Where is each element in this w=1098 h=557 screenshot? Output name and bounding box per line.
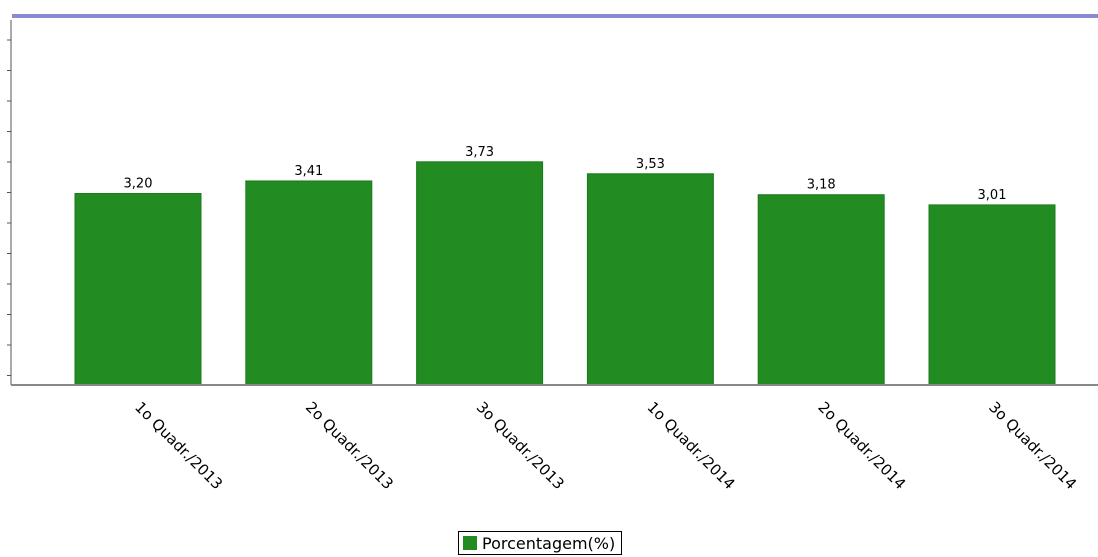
- x-tick-label: 1o Quadr./2013: [131, 398, 226, 493]
- x-tick-labels-group: 1o Quadr./2013 2o Quadr./2013 3o Quadr./20…: [131, 398, 1080, 493]
- bar: [245, 180, 373, 386]
- data-labels-group: 3,20 3,41 3,73 3,53 3,18 3,01: [124, 145, 1007, 203]
- data-label: 3,73: [465, 145, 494, 160]
- x-tick-label: 3o Quadr./2013: [473, 398, 568, 493]
- data-label: 3,18: [807, 178, 836, 193]
- x-tick-label: 1o Quadr./2014: [644, 398, 739, 493]
- bar: [74, 193, 202, 386]
- bar: [586, 173, 714, 386]
- data-label: 3,20: [124, 177, 153, 192]
- bars-group: [74, 161, 1056, 386]
- x-tick-label: 2o Quadr./2013: [302, 398, 397, 493]
- data-label: 3,53: [636, 157, 665, 172]
- x-tick-label: 3o Quadr./2014: [985, 398, 1080, 493]
- legend-swatch: [463, 536, 477, 550]
- data-label: 3,01: [978, 188, 1007, 203]
- data-label: 3,41: [294, 164, 323, 179]
- bar: [928, 204, 1056, 386]
- legend-label: Porcentagem(%): [482, 533, 616, 553]
- bar: [416, 161, 544, 386]
- y-axis-ticks: [7, 39, 11, 376]
- x-tick-label: 2o Quadr./2014: [814, 398, 909, 493]
- bar: [757, 194, 885, 386]
- legend: Porcentagem(%): [458, 531, 623, 555]
